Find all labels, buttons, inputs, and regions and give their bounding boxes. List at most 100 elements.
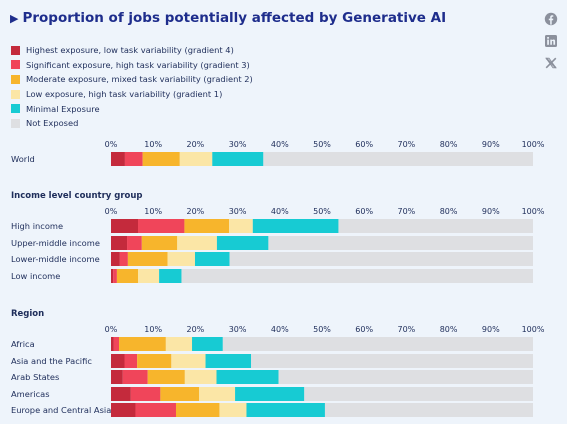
bar-segment — [127, 252, 168, 266]
category-label: Upper-middle income — [11, 238, 100, 248]
legend-item: Minimal Exposure — [11, 101, 253, 116]
bar-segment — [111, 403, 136, 417]
category-label: Africa — [11, 339, 35, 349]
bar-segment — [113, 337, 120, 351]
bar-segment — [194, 252, 230, 266]
bar-segment — [124, 152, 143, 166]
x-tick-label: 30% — [229, 207, 247, 216]
x-tick-label: 50% — [313, 140, 331, 149]
linkedin-icon[interactable] — [544, 34, 558, 48]
bar-segment — [268, 236, 533, 250]
bar-segment — [222, 337, 533, 351]
bar-segment — [138, 269, 160, 283]
bar-segment — [142, 152, 180, 166]
play-triangle-icon: ▶ — [10, 12, 19, 25]
x-tick-label: 70% — [398, 325, 416, 334]
category-label: Low income — [11, 271, 60, 281]
facebook-icon[interactable] — [544, 12, 558, 26]
bar-segment — [304, 387, 533, 401]
bar-segment — [184, 370, 217, 384]
bar-segment — [246, 403, 325, 417]
x-tick-label: 100% — [522, 325, 545, 334]
bar-segment — [111, 269, 114, 283]
x-tick-label: 0% — [105, 207, 118, 216]
bar-segment — [175, 403, 220, 417]
x-tick-label: 70% — [398, 140, 416, 149]
x-tick-label: 50% — [313, 207, 331, 216]
x-icon[interactable] — [544, 56, 558, 70]
group-label-income: Income level country group — [11, 191, 143, 201]
category-label: Asia and the Pacific — [11, 356, 92, 366]
bar-segment — [111, 370, 123, 384]
legend-swatch — [11, 45, 20, 55]
x-tick-label: 80% — [440, 325, 458, 334]
legend-label: Not Exposed — [26, 118, 79, 129]
bar-segment — [167, 252, 195, 266]
bar-segment — [111, 152, 125, 166]
bar-segment — [205, 354, 252, 368]
category-label: Arab States — [11, 372, 59, 382]
chart-title-text: Proportion of jobs potentially affected … — [22, 10, 447, 26]
x-tick-label: 30% — [229, 325, 247, 334]
category-label: Lower-middle income — [11, 254, 100, 264]
legend-label: Highest exposure, low task variability (… — [26, 45, 234, 56]
bar-segment — [235, 387, 305, 401]
bar-segment — [251, 354, 533, 368]
x-tick-label: 80% — [440, 140, 458, 149]
group-label-region: Region — [11, 309, 45, 319]
bar-segment — [113, 269, 117, 283]
x-tick-label: 60% — [355, 207, 373, 216]
bar-segment — [229, 252, 533, 266]
legend-label: Significant exposure, high task variabil… — [26, 59, 250, 70]
category-label: Europe and Central Asia — [11, 405, 111, 415]
x-tick-label: 100% — [522, 140, 545, 149]
bar-segment — [216, 370, 279, 384]
bar-segment — [137, 354, 172, 368]
bar-segment — [212, 152, 264, 166]
bar-segment — [216, 236, 269, 250]
x-tick-label: 70% — [398, 207, 416, 216]
bar-segment — [111, 219, 139, 233]
legend-label: Minimal Exposure — [26, 103, 100, 114]
bar-segment — [111, 337, 114, 351]
bar-segment — [184, 219, 230, 233]
legend-swatch — [11, 118, 20, 128]
category-label: World — [11, 154, 35, 164]
bar-segment — [122, 370, 148, 384]
x-tick-label: 80% — [440, 207, 458, 216]
bar-segment — [127, 236, 142, 250]
bar-segment — [252, 219, 339, 233]
bar-segment — [177, 236, 217, 250]
x-tick-label: 90% — [482, 325, 500, 334]
bar-segment — [141, 236, 178, 250]
bar-segment — [338, 219, 533, 233]
legend-swatch — [11, 104, 20, 114]
x-tick-label: 20% — [187, 207, 205, 216]
legend-item: Low exposure, high task variability (gra… — [11, 87, 253, 102]
legend-swatch — [11, 74, 20, 84]
bar-segment — [119, 337, 166, 351]
legend-item: Moderate exposure, mixed task variabilit… — [11, 72, 253, 87]
bar-segment — [138, 219, 185, 233]
x-tick-label: 10% — [144, 325, 162, 334]
bar-segment — [159, 269, 182, 283]
x-tick-label: 50% — [313, 325, 331, 334]
bar-segment — [278, 370, 533, 384]
category-label: High income — [11, 221, 63, 231]
chart-title: ▶ Proportion of jobs potentially affected… — [10, 10, 446, 26]
legend-swatch — [11, 60, 20, 70]
x-tick-label: 90% — [482, 207, 500, 216]
x-tick-label: 40% — [271, 207, 289, 216]
bar-segment — [324, 403, 533, 417]
legend-swatch — [11, 89, 20, 99]
x-tick-label: 60% — [355, 140, 373, 149]
x-tick-label: 20% — [187, 140, 205, 149]
bar-segment — [171, 354, 206, 368]
x-tick-label: 40% — [271, 325, 289, 334]
x-tick-label: 40% — [271, 140, 289, 149]
x-tick-label: 0% — [105, 140, 118, 149]
x-tick-label: 100% — [522, 207, 545, 216]
x-tick-label: 30% — [229, 140, 247, 149]
bar-segment — [130, 387, 161, 401]
